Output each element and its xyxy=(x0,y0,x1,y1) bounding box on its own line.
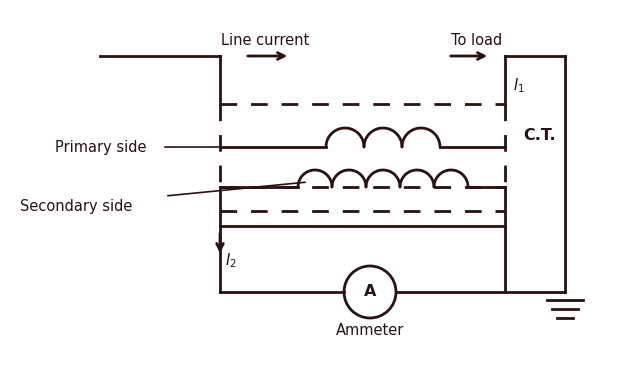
Text: Ammeter: Ammeter xyxy=(336,323,404,338)
Text: $I_1$: $I_1$ xyxy=(513,76,525,95)
Text: A: A xyxy=(364,285,376,300)
Text: To load: To load xyxy=(451,33,503,48)
Text: Secondary side: Secondary side xyxy=(20,199,133,214)
Text: Line current: Line current xyxy=(221,33,309,48)
Text: C.T.: C.T. xyxy=(523,128,556,143)
Text: Primary side: Primary side xyxy=(55,140,147,154)
Text: $I_2$: $I_2$ xyxy=(225,251,237,270)
